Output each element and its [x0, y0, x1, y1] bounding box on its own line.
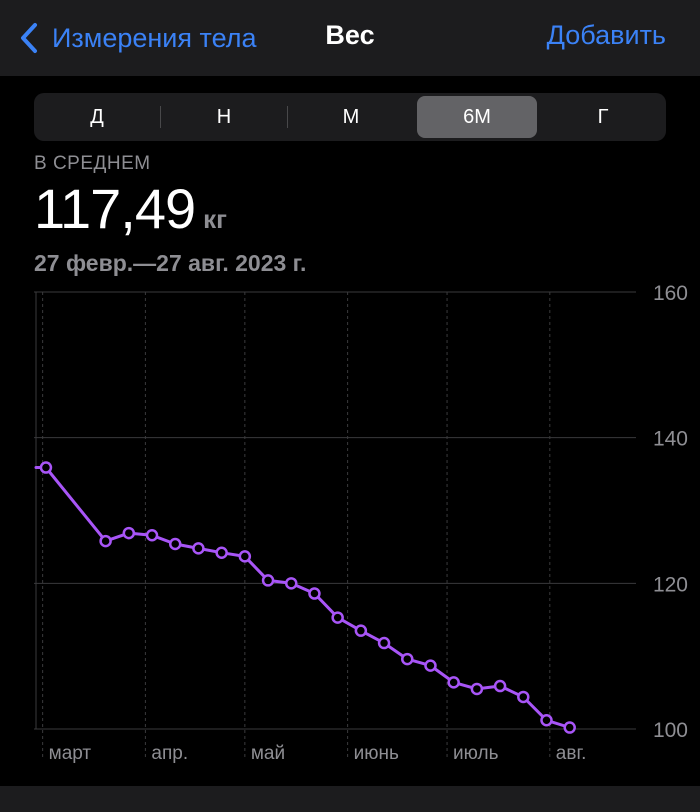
add-button[interactable]: Добавить: [546, 20, 666, 50]
segment-year[interactable]: Г: [597, 105, 609, 128]
average-unit: кг: [203, 204, 227, 234]
data-point: [354, 624, 368, 637]
weight-series-line: [34, 466, 572, 729]
data-point: [377, 636, 391, 650]
back-button[interactable]: Измерения тела: [18, 18, 256, 58]
data-point: [192, 542, 205, 555]
page-title: Вес: [325, 20, 375, 50]
y-tick-label: 160: [653, 282, 688, 305]
data-point: [493, 679, 507, 693]
data-point: [447, 676, 460, 689]
data-point: [145, 529, 159, 542]
x-tick-label: июль: [453, 743, 499, 764]
data-point: [215, 546, 228, 559]
navigation-bar: Измерения тела Вес Добавить: [0, 0, 700, 76]
period-segmented-control: Д Н М 6М Г: [34, 93, 666, 141]
data-point: [238, 550, 252, 563]
data-point: [331, 611, 344, 624]
average-row: 117,49 кг: [34, 176, 227, 241]
data-point: [122, 526, 136, 540]
segment-divider: [287, 106, 288, 128]
segment-month[interactable]: М: [342, 105, 360, 128]
data-point: [261, 574, 275, 587]
segment-divider: [160, 106, 161, 128]
data-point: [401, 652, 414, 666]
data-point: [424, 659, 437, 672]
date-range: 27 февр.—27 авг. 2023 г.: [34, 250, 307, 276]
x-tick-label: авг.: [556, 743, 587, 764]
segment-week[interactable]: Н: [216, 105, 232, 128]
average-value: 117,49: [34, 177, 196, 240]
segment-day[interactable]: Д: [90, 105, 104, 128]
data-point: [284, 577, 298, 590]
segment-six-months[interactable]: 6М: [417, 96, 537, 138]
data-point: [308, 587, 321, 600]
back-button-label: Измерения тела: [52, 22, 257, 53]
data-point: [563, 721, 576, 734]
x-tick-label: май: [251, 743, 285, 764]
data-point: [99, 534, 112, 548]
data-point: [168, 537, 182, 551]
average-label: В СРЕДНЕМ: [34, 153, 151, 174]
y-tick-label: 100: [653, 719, 688, 742]
data-point: [39, 461, 53, 474]
data-point: [540, 714, 553, 727]
chevron-left-icon: [21, 23, 37, 53]
data-point: [470, 682, 484, 696]
y-tick-label: 120: [653, 573, 688, 596]
y-tick-label: 140: [653, 428, 688, 451]
data-point: [517, 690, 530, 704]
bottom-bar: [0, 786, 700, 812]
x-tick-label: апр.: [151, 743, 188, 764]
x-tick-label: март: [49, 743, 92, 764]
x-tick-label: июнь: [354, 743, 399, 764]
weight-line-chart[interactable]: 160 140 120 100 март апр. май июнь июль авг.: [0, 270, 700, 780]
